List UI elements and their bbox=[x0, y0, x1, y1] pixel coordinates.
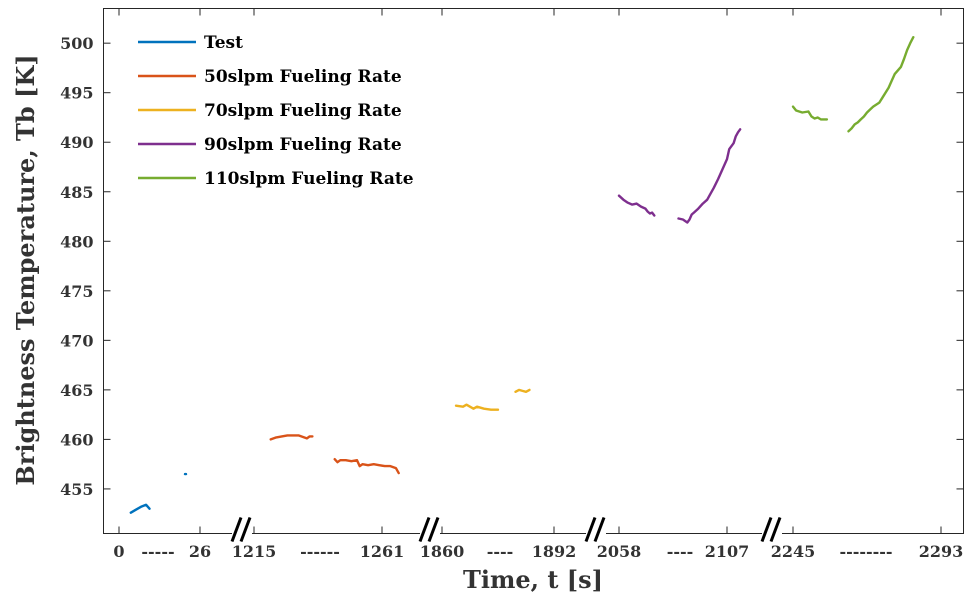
y-tick-label: 490 bbox=[60, 133, 93, 152]
x-tick-filler: ---- bbox=[487, 542, 514, 561]
y-tick-label: 485 bbox=[60, 183, 93, 202]
legend: Test 50slpm Fueling Rate 70slpm Fueling Ra… bbox=[138, 33, 414, 189]
axis-break-slash bbox=[760, 516, 773, 543]
y-tick-label: 455 bbox=[60, 480, 93, 499]
x-tick-label: 1261 bbox=[360, 542, 405, 561]
y-tick-label: 480 bbox=[60, 232, 93, 251]
x-tick-label: 1892 bbox=[532, 542, 577, 561]
series-line bbox=[454, 403, 500, 411]
series-line bbox=[617, 194, 656, 217]
axis-break-slash bbox=[418, 516, 431, 543]
x-tick-label: 2058 bbox=[597, 542, 642, 561]
axis-break-slash bbox=[239, 516, 252, 543]
y-tick-label: 470 bbox=[60, 331, 93, 350]
y-tick-label: 500 bbox=[60, 34, 93, 53]
x-tick-filler: -------- bbox=[839, 542, 892, 561]
x-tick-label: 2245 bbox=[771, 542, 816, 561]
axis-break-slash bbox=[584, 516, 597, 543]
y-tick-label: 475 bbox=[60, 282, 93, 301]
series-line bbox=[514, 388, 531, 393]
y-tick-label: 465 bbox=[60, 381, 93, 400]
x-tick-label: 26 bbox=[189, 542, 211, 561]
x-tick-filler: ------ bbox=[300, 542, 340, 561]
x-tick-label: 1215 bbox=[232, 542, 277, 561]
series-layer bbox=[129, 36, 915, 514]
axis-breaks bbox=[230, 516, 782, 543]
legend-label: Test bbox=[204, 33, 243, 53]
x-tick-label: 1860 bbox=[420, 542, 465, 561]
series-line bbox=[677, 128, 742, 224]
series-line bbox=[129, 503, 151, 514]
legend-label: 50slpm Fueling Rate bbox=[204, 67, 402, 87]
legend-label: 110slpm Fueling Rate bbox=[204, 169, 414, 189]
x-tick-filler: ----- bbox=[141, 542, 174, 561]
x-tick-label: 2107 bbox=[705, 542, 750, 561]
x-tick-filler: ---- bbox=[667, 542, 694, 561]
y-axis-title: Brightness Temperature, Tb [K] bbox=[11, 54, 40, 485]
plot-frame bbox=[103, 8, 964, 534]
legend-label: 90slpm Fueling Rate bbox=[204, 135, 402, 155]
axis-break-slash bbox=[427, 516, 440, 543]
series-line bbox=[847, 36, 915, 133]
axis-break-slash bbox=[769, 516, 782, 543]
x-axis-title: Time, t [s] bbox=[463, 565, 603, 594]
series-line bbox=[791, 105, 829, 121]
x-tick-label: 2293 bbox=[919, 542, 964, 561]
axis-break-slash bbox=[230, 516, 243, 543]
series-line bbox=[269, 434, 314, 441]
x-axis: 0 ----- 26 1215 ------ 1261 1860 ---- 1892 2058 --… bbox=[113, 8, 964, 561]
legend-label: 70slpm Fueling Rate bbox=[204, 101, 402, 121]
x-tick-label: 0 bbox=[113, 542, 124, 561]
axis-break-slash bbox=[593, 516, 606, 543]
y-tick-label: 460 bbox=[60, 430, 93, 449]
y-tick-label: 495 bbox=[60, 84, 93, 103]
y-axis: 455 460 465 470 475 480 485 490 495 500 bbox=[60, 34, 964, 499]
series-line bbox=[333, 458, 400, 475]
